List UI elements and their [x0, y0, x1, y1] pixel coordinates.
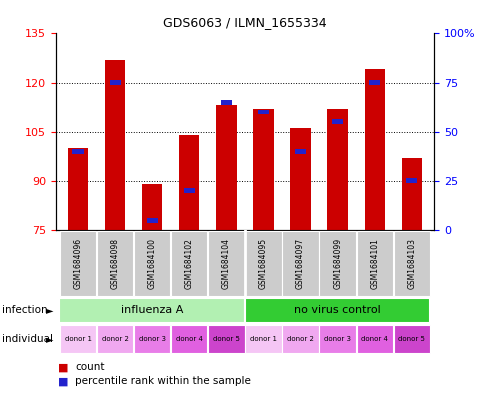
Text: donor 2: donor 2 [287, 336, 313, 342]
Text: ■: ■ [58, 376, 69, 386]
Bar [245, 231, 281, 296]
Bar [401, 158, 421, 230]
Bar [356, 231, 392, 296]
Bar [97, 325, 133, 353]
Text: GSM1684100: GSM1684100 [148, 238, 156, 289]
Text: GSM1684102: GSM1684102 [184, 238, 194, 289]
Bar [183, 188, 195, 193]
Bar [72, 149, 83, 154]
Title: GDS6063 / ILMN_1655334: GDS6063 / ILMN_1655334 [163, 17, 326, 29]
Text: GSM1684099: GSM1684099 [333, 238, 341, 289]
Text: percentile rank within the sample: percentile rank within the sample [75, 376, 251, 386]
Text: GSM1684095: GSM1684095 [258, 238, 268, 289]
Bar [171, 325, 207, 353]
Bar [282, 231, 318, 296]
Bar [290, 129, 310, 230]
Bar [332, 119, 343, 124]
Bar [356, 325, 392, 353]
Bar [60, 325, 96, 353]
Text: donor 3: donor 3 [323, 336, 350, 342]
Bar [179, 135, 199, 230]
Text: GSM1684101: GSM1684101 [369, 238, 378, 289]
Bar [368, 80, 379, 85]
Bar [60, 298, 244, 323]
Bar [97, 231, 133, 296]
Bar [319, 231, 355, 296]
Bar [171, 231, 207, 296]
Text: ►: ► [46, 305, 53, 316]
Text: GSM1684104: GSM1684104 [221, 238, 230, 289]
Text: donor 5: donor 5 [212, 336, 239, 342]
Text: no virus control: no virus control [294, 305, 380, 316]
Bar [253, 109, 273, 230]
Bar [244, 298, 429, 323]
Bar [393, 231, 429, 296]
Bar [245, 325, 281, 353]
Bar [109, 80, 121, 85]
Bar [282, 325, 318, 353]
Bar [393, 325, 429, 353]
Text: donor 4: donor 4 [176, 336, 202, 342]
Text: donor 4: donor 4 [361, 336, 387, 342]
Bar [220, 100, 231, 105]
Text: donor 3: donor 3 [138, 336, 166, 342]
Bar [134, 325, 170, 353]
Bar [364, 70, 384, 230]
Bar [208, 325, 244, 353]
Text: donor 1: donor 1 [249, 336, 276, 342]
Text: individual: individual [2, 334, 53, 344]
Bar [60, 231, 96, 296]
Text: GSM1684098: GSM1684098 [110, 238, 120, 289]
Text: influenza A: influenza A [121, 305, 183, 316]
Text: donor 5: donor 5 [397, 336, 424, 342]
Text: GSM1684097: GSM1684097 [295, 238, 304, 289]
Text: infection: infection [2, 305, 48, 316]
Text: GSM1684096: GSM1684096 [74, 238, 82, 289]
Bar [146, 218, 157, 222]
Bar [142, 184, 162, 230]
Text: GSM1684103: GSM1684103 [407, 238, 415, 289]
Bar [208, 231, 244, 296]
Bar [68, 148, 88, 230]
Text: donor 1: donor 1 [64, 336, 91, 342]
Bar [216, 105, 236, 230]
Text: count: count [75, 362, 105, 373]
Bar [134, 231, 170, 296]
Bar [105, 60, 125, 230]
Bar [319, 325, 355, 353]
Text: ■: ■ [58, 362, 69, 373]
Bar [406, 178, 417, 183]
Bar [294, 149, 305, 154]
Text: donor 2: donor 2 [102, 336, 128, 342]
Bar [327, 109, 347, 230]
Text: ►: ► [46, 334, 53, 344]
Bar [257, 110, 269, 114]
